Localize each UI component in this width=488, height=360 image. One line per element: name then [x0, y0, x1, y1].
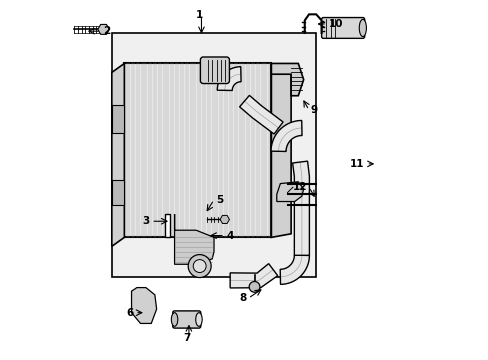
Bar — [112, 33, 316, 277]
Circle shape — [193, 260, 206, 273]
FancyBboxPatch shape — [321, 18, 364, 39]
Bar — [112, 105, 124, 134]
Ellipse shape — [359, 19, 366, 37]
Polygon shape — [239, 95, 283, 134]
Text: 4: 4 — [226, 231, 233, 240]
Text: 3: 3 — [142, 216, 149, 226]
Text: 6: 6 — [126, 308, 133, 318]
Bar — [164, 214, 169, 237]
Text: 9: 9 — [310, 105, 317, 115]
Polygon shape — [271, 63, 303, 96]
Polygon shape — [217, 67, 241, 90]
Polygon shape — [280, 255, 309, 284]
Text: 12: 12 — [292, 182, 306, 192]
Text: 2: 2 — [102, 26, 110, 36]
Ellipse shape — [195, 313, 202, 326]
Polygon shape — [276, 182, 303, 202]
Text: 7: 7 — [183, 333, 190, 343]
Text: 8: 8 — [239, 293, 246, 303]
Polygon shape — [112, 63, 124, 246]
Polygon shape — [271, 63, 290, 237]
Polygon shape — [131, 288, 156, 323]
Bar — [124, 63, 271, 237]
Text: 10: 10 — [328, 19, 343, 29]
FancyBboxPatch shape — [200, 57, 229, 84]
Ellipse shape — [171, 313, 178, 326]
Polygon shape — [270, 121, 302, 152]
Text: 1: 1 — [196, 10, 203, 20]
Text: 11: 11 — [349, 159, 364, 169]
Circle shape — [188, 255, 211, 278]
FancyBboxPatch shape — [172, 311, 201, 328]
Circle shape — [249, 282, 260, 292]
Bar — [112, 180, 124, 205]
Polygon shape — [174, 214, 214, 264]
Polygon shape — [292, 161, 309, 255]
Polygon shape — [213, 64, 227, 81]
Polygon shape — [230, 264, 277, 288]
Text: 5: 5 — [215, 195, 223, 205]
